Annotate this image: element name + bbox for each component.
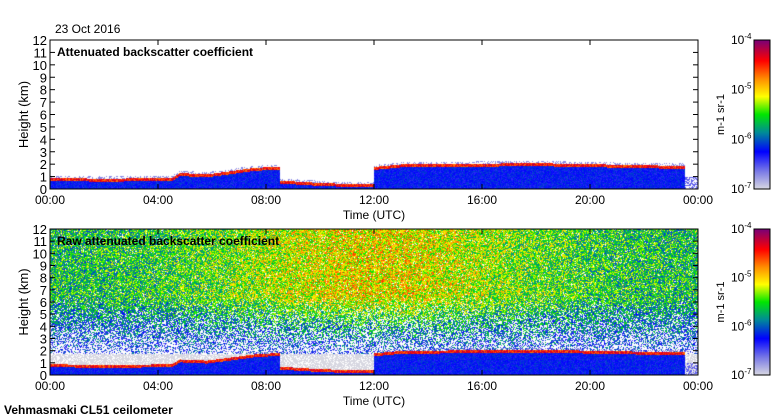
y-tick-label: 12	[33, 33, 47, 48]
colorbar-tick-label: 10-4	[731, 221, 752, 236]
colorbar	[753, 228, 771, 376]
y-tick-label: 10	[33, 246, 47, 261]
x-tick-label: 16:00	[467, 379, 497, 393]
y-tick-label: 11	[34, 45, 48, 60]
x-tick-label: 08:00	[251, 379, 281, 393]
colorbar	[753, 39, 771, 190]
y-tick-label: 8	[40, 83, 47, 98]
x-tick-label: 00:00	[683, 193, 713, 207]
y-tick-label: 5	[40, 307, 47, 322]
y-tick-label: 6	[40, 108, 47, 123]
y-tick-label: 9	[40, 259, 47, 274]
y-tick-label: 1	[40, 356, 47, 371]
y-tick-label: 0	[40, 368, 47, 383]
y-tick-label: 8	[40, 271, 47, 286]
y-tick-label: 1	[40, 170, 47, 185]
y-tick-label: 7	[40, 283, 47, 298]
x-tick-label: 20:00	[575, 193, 605, 207]
colorbar-tick-label: 10-5	[731, 270, 752, 285]
colorbar-tick-label: 10-7	[731, 181, 752, 196]
x-tick-label: 16:00	[467, 193, 497, 207]
y-axis-label: Height (km)	[16, 268, 31, 335]
plot-frame	[49, 228, 699, 376]
colorbar-label: m-1 sr-1	[715, 94, 727, 135]
footer-label: Vehmasmaki CL51 ceilometer	[4, 403, 173, 417]
x-tick-label: 20:00	[575, 379, 605, 393]
x-axis-label: Time (UTC)	[343, 208, 405, 222]
y-tick-label: 0	[40, 182, 47, 197]
y-tick-label: 11	[34, 234, 48, 249]
x-tick-label: 00:00	[35, 379, 65, 393]
x-tick-label: 04:00	[143, 193, 173, 207]
x-tick-label: 00:00	[35, 193, 65, 207]
y-tick-label: 6	[40, 295, 47, 310]
colorbar-tick-label: 10-7	[731, 367, 752, 382]
x-tick-label: 08:00	[251, 193, 281, 207]
y-tick-label: 10	[33, 58, 47, 73]
y-tick-label: 12	[33, 222, 47, 237]
y-tick-label: 2	[40, 157, 47, 172]
colorbar-tick-label: 10-6	[731, 318, 752, 333]
top-heatmap	[50, 40, 698, 189]
panel-title: Raw attenuated backscatter coefficient	[57, 234, 279, 248]
y-tick-label: 2	[40, 344, 47, 359]
y-tick-label: 4	[40, 132, 47, 147]
plot-frame	[49, 39, 699, 190]
bottom-heatmap	[50, 229, 698, 375]
y-tick-label: 7	[40, 95, 47, 110]
colorbar-tick-label: 10-6	[731, 131, 752, 146]
x-tick-label: 04:00	[143, 379, 173, 393]
date-label: 23 Oct 2016	[55, 22, 121, 36]
colorbar-tick-label: 10-5	[731, 82, 752, 97]
x-tick-label: 00:00	[683, 379, 713, 393]
x-tick-label: 12:00	[359, 193, 389, 207]
y-tick-label: 3	[40, 145, 47, 160]
y-tick-label: 4	[40, 319, 47, 334]
x-tick-label: 12:00	[359, 379, 389, 393]
colorbar-tick-label: 10-4	[731, 32, 752, 47]
y-tick-label: 5	[40, 120, 47, 135]
y-tick-label: 9	[40, 70, 47, 85]
y-tick-label: 3	[40, 332, 47, 347]
x-axis-label: Time (UTC)	[343, 394, 405, 408]
panel-title: Attenuated backscatter coefficient	[57, 45, 253, 59]
colorbar-label: m-1 sr-1	[715, 282, 727, 323]
y-axis-label: Height (km)	[16, 81, 31, 148]
